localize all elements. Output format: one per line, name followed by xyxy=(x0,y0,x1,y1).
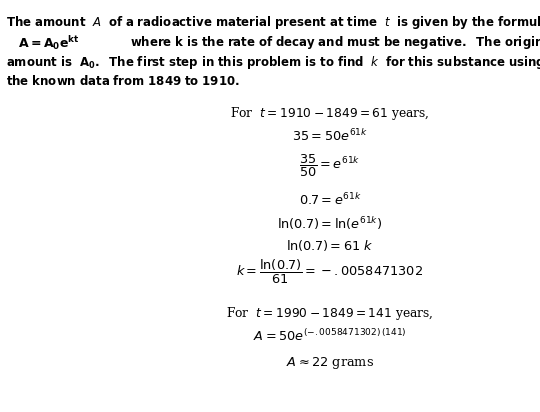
Text: $A = 50e^{(-.0058471302)\,(141)}$: $A = 50e^{(-.0058471302)\,(141)}$ xyxy=(253,328,407,344)
Text: $0.7 = e^{61k}$: $0.7 = e^{61k}$ xyxy=(299,192,361,208)
Text: $\dfrac{35}{50} = e^{61k}$: $\dfrac{35}{50} = e^{61k}$ xyxy=(299,153,361,179)
Text: For $\ t = 1910 - 1849 = 61$ years,: For $\ t = 1910 - 1849 = 61$ years, xyxy=(230,105,430,122)
Text: $\mathbf{A = A_0 e^{kt}}$: $\mathbf{A = A_0 e^{kt}}$ xyxy=(18,34,80,52)
Text: For $\ t = 1990 - 1849 = 141$ years,: For $\ t = 1990 - 1849 = 141$ years, xyxy=(226,305,434,322)
Text: $\ln(0.7) = 61\ k$: $\ln(0.7) = 61\ k$ xyxy=(286,238,374,253)
Text: $\mathbf{amount\ is\ \ A_0.\ \ The\ first\ step\ in\ this\ problem\ is\ to\ find: $\mathbf{amount\ is\ \ A_0.\ \ The\ firs… xyxy=(6,54,540,71)
Text: $A \approx 22$ grams: $A \approx 22$ grams xyxy=(286,355,374,371)
Text: $\ln(0.7) = \ln\!\left(e^{61k}\right)$: $\ln(0.7) = \ln\!\left(e^{61k}\right)$ xyxy=(278,215,383,232)
Text: $35 = 50e^{61k}$: $35 = 50e^{61k}$ xyxy=(292,128,368,144)
Text: $\mathbf{the\ known\ data\ from\ 1849\ to\ 1910.}$: $\mathbf{the\ known\ data\ from\ 1849\ t… xyxy=(6,74,240,88)
Text: $\mathbf{The\ amount}\ \ \mathit{A}\ \ \mathbf{of\ a\ radioactive\ material\ pre: $\mathbf{The\ amount}\ \ \mathit{A}\ \ \… xyxy=(6,14,540,31)
Text: $\mathbf{where\ k\ is\ the\ rate\ of\ decay\ and\ must\ be\ negative.\ \ The\ or: $\mathbf{where\ k\ is\ the\ rate\ of\ de… xyxy=(130,34,540,51)
Text: $k = \dfrac{\ln(0.7)}{61} = -.0058471302$: $k = \dfrac{\ln(0.7)}{61} = -.0058471302… xyxy=(237,258,423,286)
